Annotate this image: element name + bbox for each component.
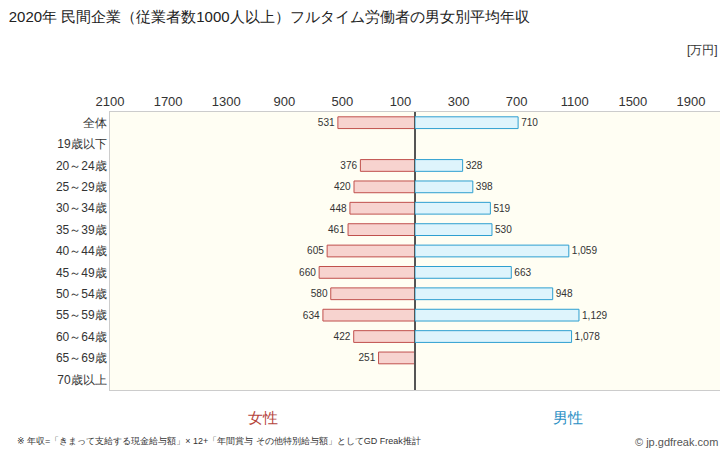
svg-text:1,059: 1,059 bbox=[572, 245, 598, 256]
svg-text:男性: 男性 bbox=[553, 409, 583, 426]
svg-text:2100: 2100 bbox=[96, 94, 125, 109]
svg-text:※ 年収=「きまって支給する現金給与額」× 12+「年間賞与: ※ 年収=「きまって支給する現金給与額」× 12+「年間賞与 その他特別給与額」… bbox=[17, 436, 421, 446]
svg-text:300: 300 bbox=[448, 94, 470, 109]
svg-text:1900: 1900 bbox=[676, 94, 705, 109]
svg-text:328: 328 bbox=[466, 160, 483, 171]
svg-text:女性: 女性 bbox=[248, 409, 278, 426]
svg-text:710: 710 bbox=[521, 117, 538, 128]
svg-text:461: 461 bbox=[328, 224, 345, 235]
svg-text:1300: 1300 bbox=[212, 94, 241, 109]
svg-text:634: 634 bbox=[303, 310, 320, 321]
svg-text:© jp.gdfreak.com: © jp.gdfreak.com bbox=[635, 436, 718, 448]
svg-text:900: 900 bbox=[273, 94, 295, 109]
svg-text:580: 580 bbox=[311, 288, 328, 299]
svg-text:45～49歳: 45～49歳 bbox=[56, 266, 107, 280]
svg-text:420: 420 bbox=[334, 181, 351, 192]
svg-text:531: 531 bbox=[318, 117, 335, 128]
svg-text:376: 376 bbox=[340, 160, 357, 171]
svg-text:663: 663 bbox=[514, 267, 531, 278]
svg-text:700: 700 bbox=[506, 94, 528, 109]
svg-text:660: 660 bbox=[299, 267, 316, 278]
svg-text:519: 519 bbox=[493, 203, 510, 214]
svg-text:500: 500 bbox=[332, 94, 354, 109]
svg-text:1700: 1700 bbox=[154, 94, 183, 109]
svg-text:422: 422 bbox=[334, 331, 351, 342]
svg-text:448: 448 bbox=[330, 203, 347, 214]
svg-text:70歳以上: 70歳以上 bbox=[57, 373, 106, 387]
svg-text:[万円]: [万円] bbox=[687, 43, 718, 57]
svg-text:605: 605 bbox=[307, 245, 324, 256]
svg-text:398: 398 bbox=[476, 181, 493, 192]
svg-text:20～24歳: 20～24歳 bbox=[56, 159, 107, 173]
svg-text:1,129: 1,129 bbox=[582, 310, 608, 321]
svg-text:251: 251 bbox=[358, 352, 375, 363]
svg-text:100: 100 bbox=[390, 94, 412, 109]
svg-text:60～64歳: 60～64歳 bbox=[56, 330, 107, 344]
svg-text:948: 948 bbox=[556, 288, 573, 299]
svg-text:530: 530 bbox=[495, 224, 512, 235]
svg-text:全体: 全体 bbox=[83, 116, 107, 130]
svg-text:2020年 民間企業（従業者数1000人以上）フルタイム労働: 2020年 民間企業（従業者数1000人以上）フルタイム労働者の男女別平均年収 bbox=[9, 8, 530, 25]
svg-text:50～54歳: 50～54歳 bbox=[56, 287, 107, 301]
svg-text:19歳以下: 19歳以下 bbox=[57, 137, 106, 151]
svg-text:35～39歳: 35～39歳 bbox=[56, 223, 107, 237]
svg-text:65～69歳: 65～69歳 bbox=[56, 351, 107, 365]
svg-text:1,078: 1,078 bbox=[575, 331, 601, 342]
svg-text:40～44歳: 40～44歳 bbox=[56, 244, 107, 258]
svg-text:25～29歳: 25～29歳 bbox=[56, 180, 107, 194]
svg-text:1100: 1100 bbox=[561, 94, 589, 109]
svg-text:1500: 1500 bbox=[618, 94, 647, 109]
svg-text:30～34歳: 30～34歳 bbox=[56, 201, 107, 215]
svg-text:55～59歳: 55～59歳 bbox=[56, 308, 107, 322]
